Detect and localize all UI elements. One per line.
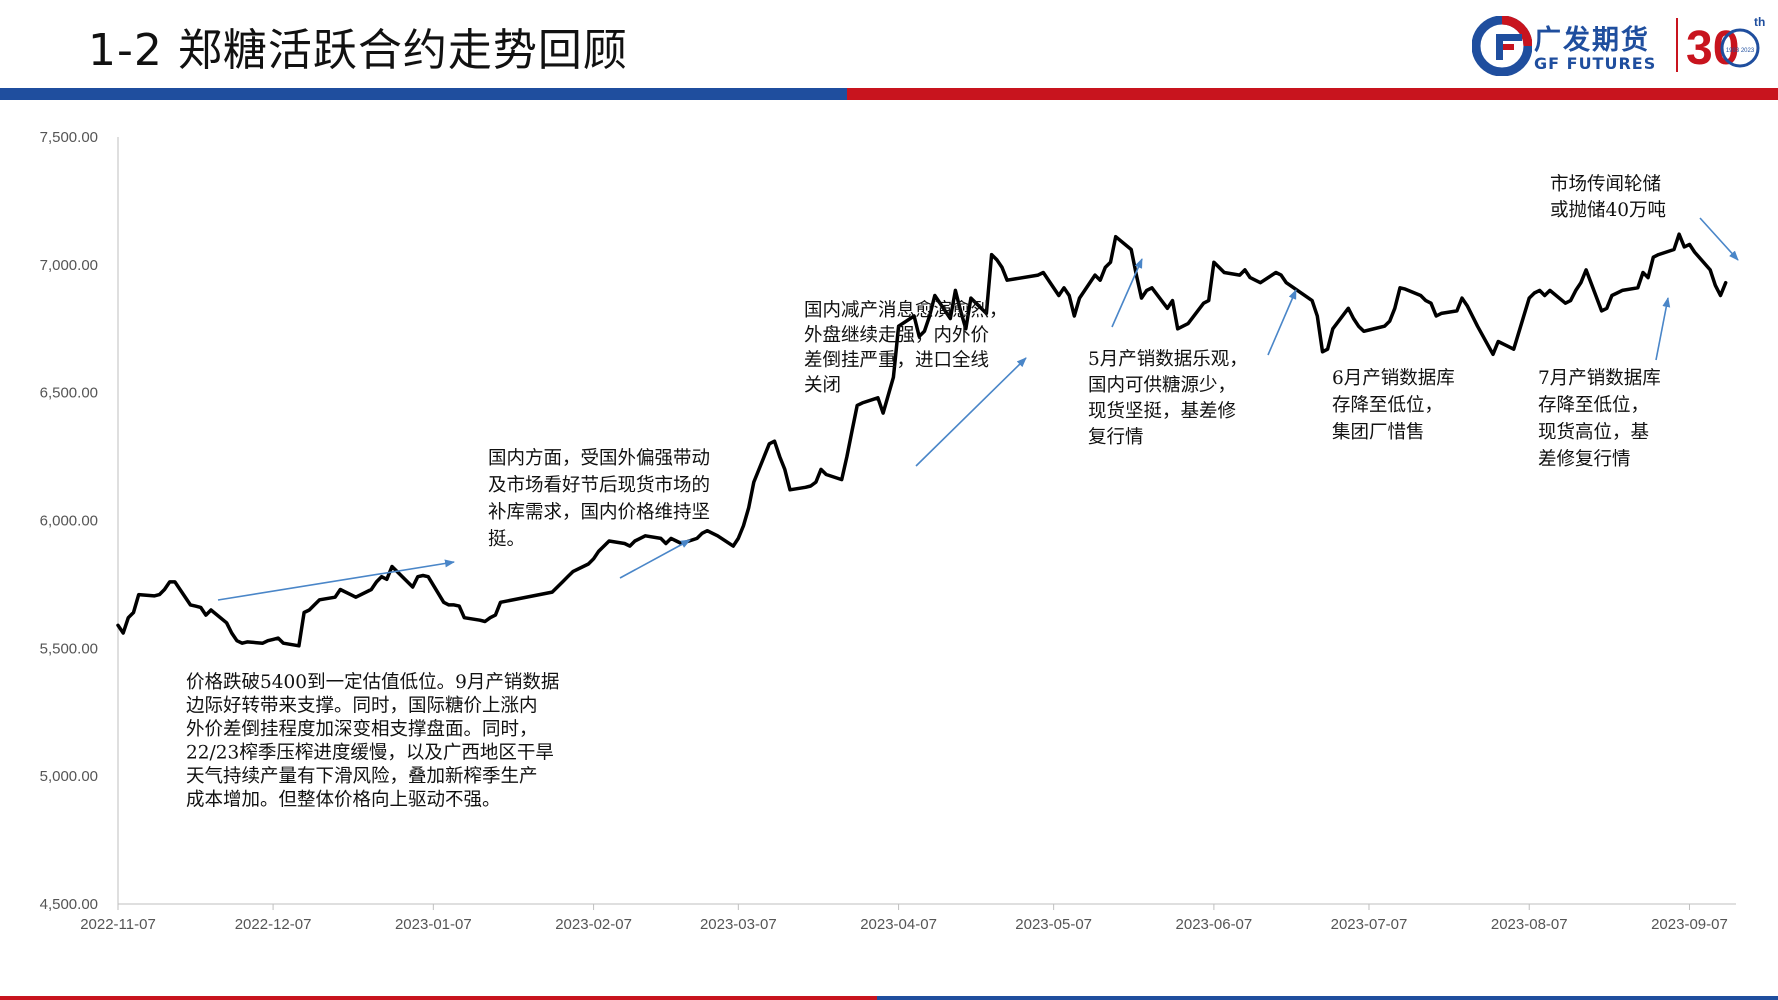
annotation-line: 6月产销数据库 [1332,368,1455,389]
x-tick-label: 2023-09-07 [1651,916,1728,933]
annotation-line: 差修复行情 [1538,449,1631,470]
y-tick-label: 6,500.00 [40,385,98,402]
annotation-arrow-6 [1655,297,1671,361]
x-axis: 2022-11-07 2022-12-07 2023-01-07 2023-02-07… [80,903,1736,933]
annotation-line: 及市场看好节后现货市场的 [488,475,710,496]
annotation-line: 复行情 [1088,427,1144,448]
annotation-arrow-7 [1699,217,1739,261]
annotation-line: 国内可供糖源少， [1088,375,1236,396]
y-tick-label: 4,500.00 [40,896,98,913]
annotation-arrows [217,217,1739,601]
annotation-line: 国内方面，受国外偏强带动 [488,448,710,469]
y-tick-label: 5,500.00 [40,640,98,657]
annotation-line: 22/23榨季压榨进度缓慢，以及广西地区干旱 [186,743,554,764]
annotation-line: 外价差倒挂程度加深变相支撑盘面。同时， [186,719,538,740]
annotation-line: 国内减产消息愈演愈烈， [804,300,1008,321]
header-color-bar [0,88,1778,100]
annotation-line: 天气持续产量有下滑风险，叠加新榨季生产 [186,766,538,787]
annotation-line: 补库需求，国内价格维持坚 [488,502,710,523]
x-tick-label: 2023-05-07 [1015,916,1092,933]
annotation-arrow-4 [1111,258,1143,328]
annotation-arrow-1 [217,559,455,601]
annotation-line: 存降至低位， [1538,395,1649,416]
annotation-line: 或抛储40万吨 [1550,200,1666,221]
x-tick-label: 2023-04-07 [860,916,937,933]
page-title: 1-2 郑糖活跃合约走势回顾 [88,25,628,76]
annotation-line: 差倒挂严重，进口全线 [804,350,989,371]
annotation-1: 价格跌破5400到一定估值低位。9月产销数据边际好转带来支撑。同时，国际糖价上涨… [186,672,559,811]
annotations: 价格跌破5400到一定估值低位。9月产销数据边际好转带来支撑。同时，国际糖价上涨… [186,174,1666,811]
x-tick-label: 2023-03-07 [700,916,777,933]
y-axis: 7,500.00 7,000.00 6,500.00 6,000.00 5,500.00… [40,129,119,913]
x-tick-label: 2022-12-07 [235,916,312,933]
x-tick-label: 2023-01-07 [395,916,472,933]
y-tick-label: 5,000.00 [40,768,98,785]
x-tick-label: 2023-08-07 [1491,916,1568,933]
annotation-line: 边际好转带来支撑。同时，国际糖价上涨内 [186,696,538,717]
annotation-line: 外盘继续走强，内外价 [804,325,989,346]
annotation-line: 关闭 [804,375,841,396]
annotation-line: 7月产销数据库 [1538,368,1661,389]
annotation-line: 5月产销数据乐观， [1088,349,1248,370]
anniversary-badge: 30 th 1993 2023 [1686,15,1765,75]
x-tick-label: 2023-02-07 [555,916,632,933]
x-tick-label: 2023-06-07 [1176,916,1253,933]
price-line-chart: 7,500.00 7,000.00 6,500.00 6,000.00 5,500.00… [40,129,1739,933]
logo-name-en: GF FUTURES [1534,54,1657,73]
footer-color-bar [0,996,1778,1000]
x-tick-label: 2023-07-07 [1331,916,1408,933]
annotation-arrow-3 [915,357,1027,467]
y-tick-label: 6,000.00 [40,513,98,530]
annotation-line: 挺。 [488,529,525,550]
annotation-arrow-5 [1267,289,1297,356]
y-tick-label: 7,500.00 [40,129,98,146]
series-line [116,232,1728,648]
gf-futures-logo: 广发期货 GF FUTURES 30 th 1993 2023 [1472,14,1772,80]
annotation-line: 成本增加。但整体价格向上驱动不强。 [186,790,501,811]
annotation-line: 现货高位，基 [1538,422,1649,443]
annotation-line: 价格跌破5400到一定估值低位。9月产销数据 [186,672,559,693]
anniversary-number: 30 [1686,22,1739,75]
annotation-line: 集团厂惜售 [1332,422,1425,443]
logo-name-cn: 广发期货 [1534,25,1650,56]
annotation-line: 市场传闻轮储 [1550,174,1661,195]
logo-divider [1676,18,1678,72]
annotation-arrow-2 [619,539,691,579]
x-tick-label: 2022-11-07 [80,916,156,933]
gf-logo-icon [1472,16,1532,76]
y-tick-label: 7,000.00 [40,257,98,274]
annotation-line: 存降至低位， [1332,395,1443,416]
anniversary-suffix: th [1754,15,1765,29]
annotation-line: 现货坚挺，基差修 [1088,401,1236,422]
anniversary-years: 1993 2023 [1726,48,1755,54]
